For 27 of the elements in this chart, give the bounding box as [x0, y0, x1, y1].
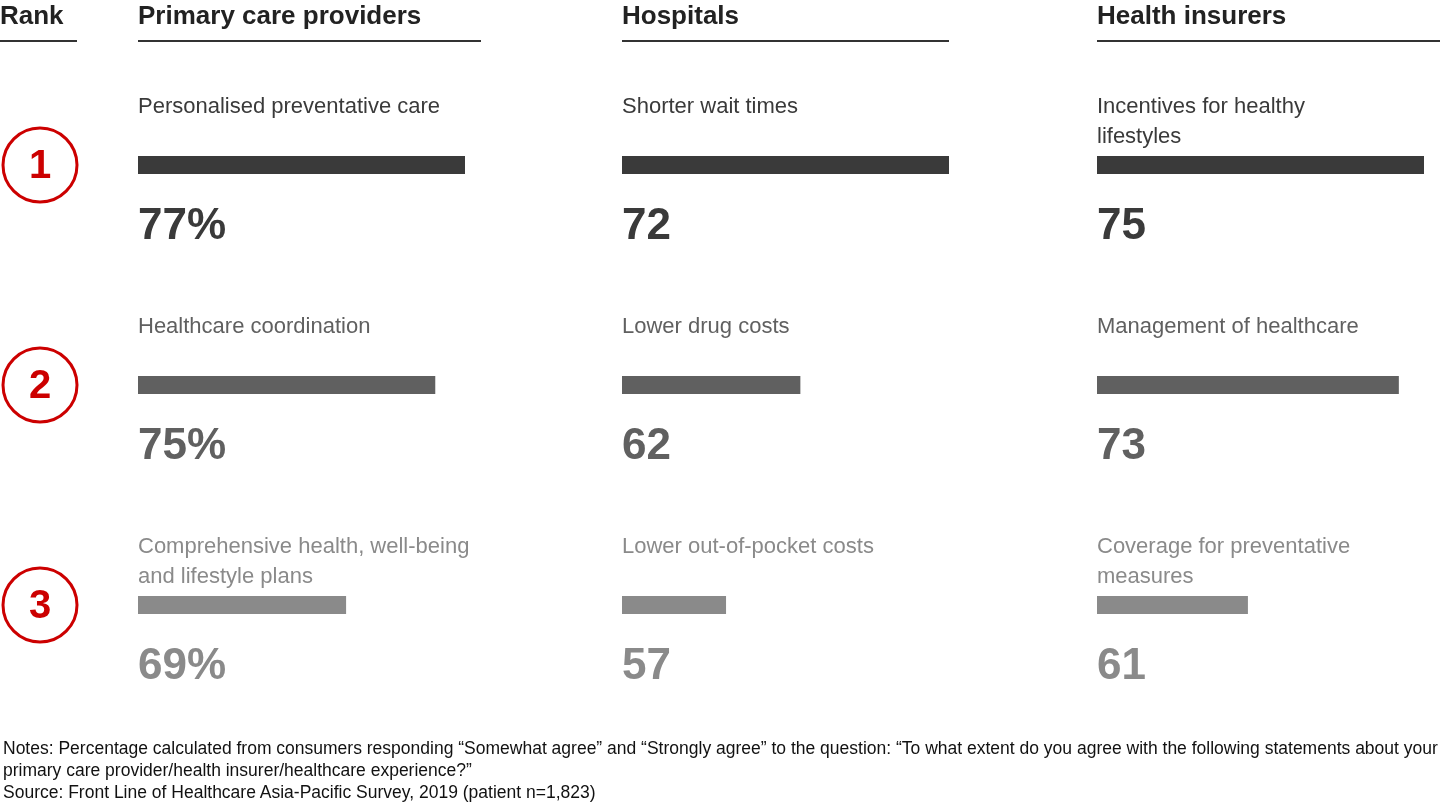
- chart-title: Health insurers: [1097, 0, 1440, 42]
- data-label: 69%: [138, 639, 227, 688]
- text: 1: [27, 141, 53, 187]
- text: Rank: [0, 0, 77, 42]
- data-label: 75: [1097, 199, 1146, 248]
- chart-title: Primary care providers: [138, 0, 481, 42]
- data-label: 73: [1097, 419, 1146, 468]
- data-label: 77%: [138, 199, 227, 248]
- y-tick-label: Personalised preventative care: [138, 93, 441, 118]
- y-tick-label: Lower out-of-pocket costs: [622, 533, 874, 558]
- data-label: 61: [1097, 639, 1146, 688]
- y-tick-label: Shorter wait times: [622, 93, 799, 118]
- source-note: Source: Front Line of Healthcare Asia-Pacific Survey, 2019 (patient n=1,823): [3, 781, 597, 803]
- annotation: Notes: Percentage calculated from consumers responding “Somewhat agree” and “Strongly agree” to the question: “To what extent do you agree with the following statements about your primary care provider/health insurer/healthcare experience?”: [3, 737, 1439, 781]
- y-tick-label: Incentives for healthy lifestyles: [1097, 93, 1305, 148]
- y-tick-label: Lower drug costs: [622, 313, 790, 338]
- chart-title: Hospitals: [622, 0, 949, 42]
- y-tick-label: Coverage for preventative measures: [1097, 533, 1351, 588]
- data-label: 75%: [138, 419, 227, 468]
- text: 2: [27, 361, 53, 407]
- data-label: 72: [622, 199, 671, 248]
- y-tick-label: Healthcare coordination: [138, 313, 371, 338]
- text: 3: [27, 581, 53, 627]
- y-tick-label: Management of healthcare: [1097, 313, 1359, 338]
- data-label: 57: [622, 639, 671, 688]
- data-label: 62: [622, 419, 671, 468]
- y-tick-label: Comprehensive health, well-being and lifestyle plans: [138, 533, 470, 588]
